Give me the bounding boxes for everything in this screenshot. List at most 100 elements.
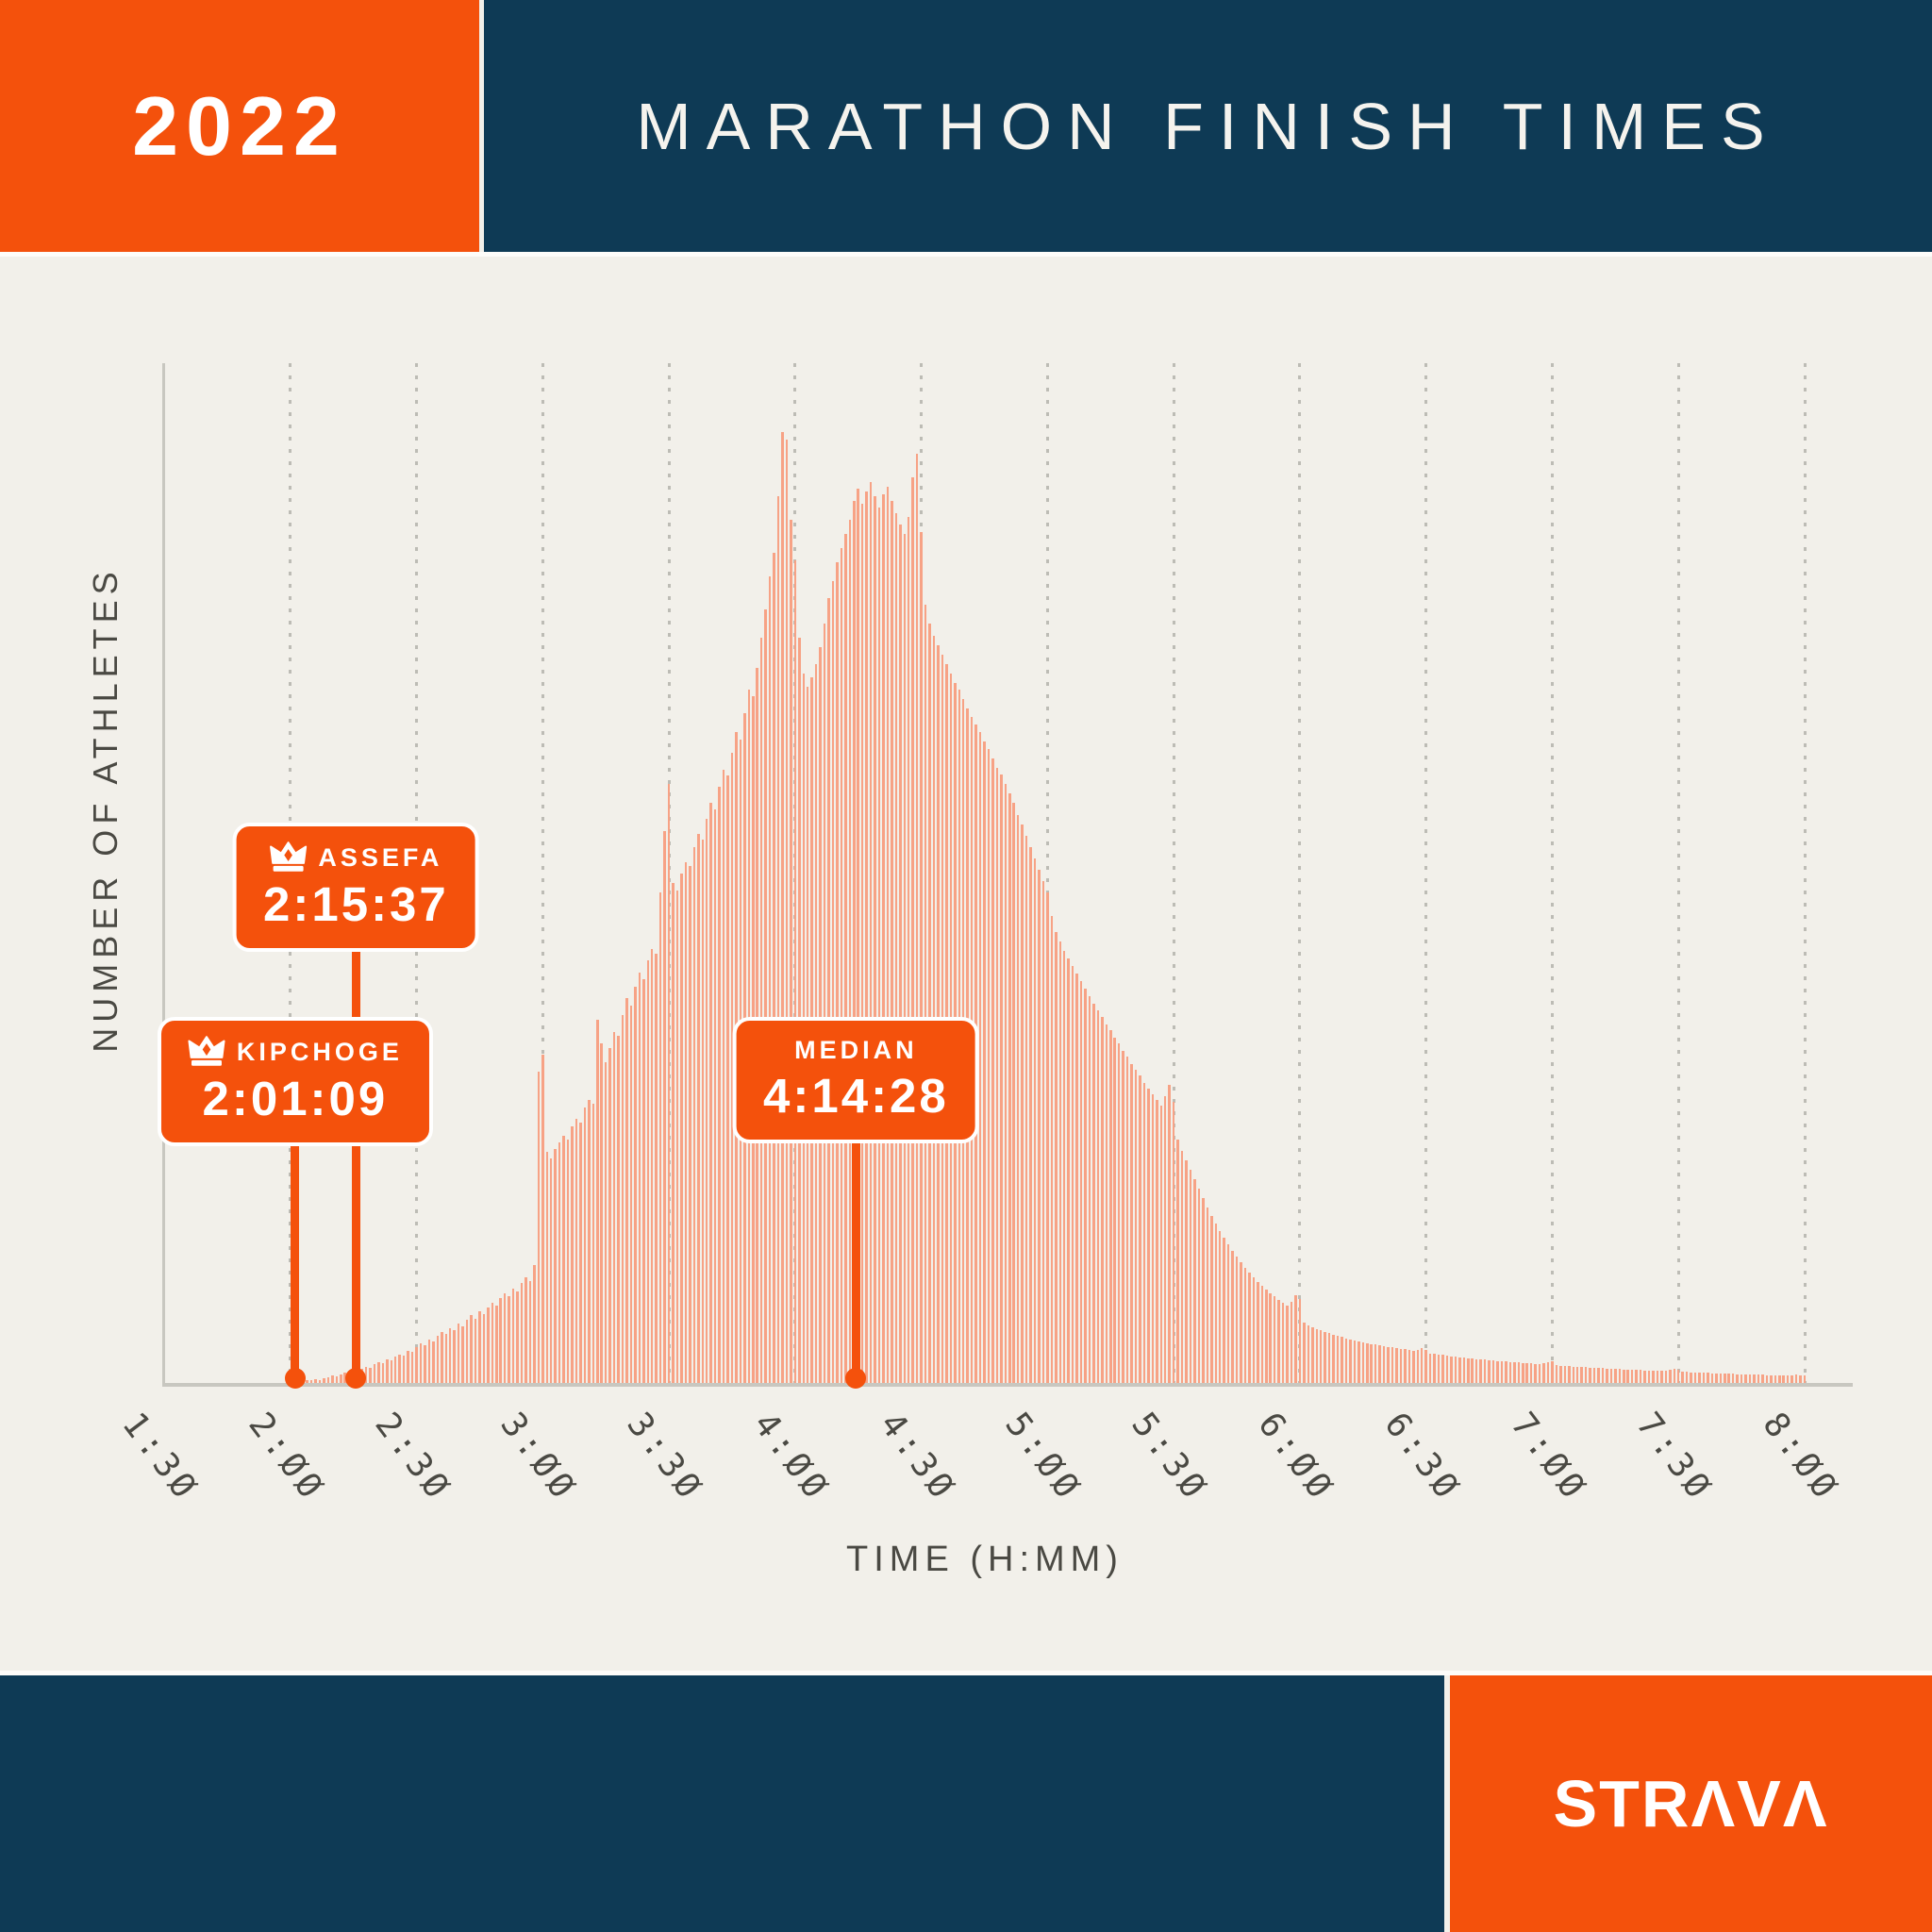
histogram-bar <box>692 847 696 1383</box>
histogram-bar <box>1260 1286 1264 1383</box>
histogram-bar <box>1062 951 1066 1383</box>
histogram-bar <box>541 1055 544 1383</box>
histogram-bar <box>1437 1355 1441 1383</box>
histogram-bar <box>1248 1273 1251 1383</box>
histogram-bar <box>911 477 914 1383</box>
histogram-bar <box>537 1072 541 1383</box>
histogram-bar <box>596 1020 599 1383</box>
histogram-bar <box>793 560 797 1383</box>
histogram-bar <box>309 1380 313 1383</box>
histogram-bar <box>1353 1341 1357 1383</box>
histogram-bar <box>432 1341 435 1383</box>
histogram-bar <box>1592 1368 1596 1383</box>
histogram-bar <box>722 770 725 1383</box>
histogram-bar <box>1130 1064 1133 1383</box>
histogram-bar <box>1563 1366 1567 1383</box>
histogram-bar <box>629 1006 633 1383</box>
x-tick-label: 4:ØØ <box>745 1406 838 1509</box>
histogram-bar <box>306 1380 308 1383</box>
histogram-bar <box>1601 1368 1605 1383</box>
histogram-bar <box>1252 1277 1256 1383</box>
histogram-bar <box>1109 1030 1112 1383</box>
histogram-bar <box>1391 1347 1394 1383</box>
histogram-bar <box>487 1307 490 1383</box>
histogram-bar <box>1147 1089 1150 1383</box>
histogram-bar <box>776 496 780 1383</box>
histogram-bar <box>768 576 772 1383</box>
histogram-bar <box>1378 1345 1381 1383</box>
x-tick-label: 5:ØØ <box>997 1406 1090 1509</box>
histogram-bar <box>1724 1374 1726 1383</box>
histogram-bar <box>1269 1293 1272 1383</box>
histogram-bar <box>1774 1375 1777 1383</box>
histogram-bar <box>1016 815 1020 1383</box>
histogram-bar <box>1770 1375 1773 1383</box>
histogram-bar <box>520 1283 524 1383</box>
histogram-bar <box>436 1336 440 1383</box>
header-title-block: MARATHON FINISH TIMES <box>484 0 1932 252</box>
histogram-bar <box>1710 1374 1714 1383</box>
histogram-bar <box>684 862 688 1383</box>
histogram-bar <box>1450 1357 1453 1383</box>
histogram-bar <box>410 1352 414 1383</box>
x-tick-label: 2:ØØ <box>241 1406 333 1509</box>
histogram-bar <box>759 638 763 1383</box>
histogram-bar <box>331 1375 334 1383</box>
histogram-bar <box>1235 1257 1239 1383</box>
x-tick-label: 2:3Ø <box>366 1406 458 1509</box>
histogram-bar <box>491 1303 494 1383</box>
histogram-bar <box>1575 1367 1579 1383</box>
histogram-bar <box>726 775 729 1383</box>
histogram-bar <box>672 883 675 1383</box>
histogram-bar <box>511 1289 515 1383</box>
histogram-bar <box>525 1277 527 1383</box>
histogram-bar <box>1139 1075 1141 1383</box>
histogram-bar <box>1218 1231 1222 1383</box>
histogram-bar <box>424 1345 426 1383</box>
histogram-bar <box>932 636 936 1383</box>
histogram-bar <box>1505 1361 1507 1383</box>
histogram-bar <box>1041 881 1045 1383</box>
histogram-bar <box>1580 1367 1583 1383</box>
histogram-bar <box>335 1376 339 1383</box>
histogram-bar <box>373 1364 376 1383</box>
histogram-bar <box>1370 1344 1373 1383</box>
histogram-bar <box>987 749 991 1383</box>
footer-bar <box>0 1675 1444 1932</box>
histogram-bar <box>1496 1361 1499 1383</box>
histogram-bar <box>1761 1374 1764 1383</box>
histogram-bar <box>1134 1070 1138 1383</box>
histogram-bar <box>1630 1370 1634 1383</box>
histogram-bar <box>407 1351 409 1383</box>
histogram-bar <box>415 1347 418 1383</box>
histogram-bar <box>697 834 700 1383</box>
header-year-block: 2022 <box>0 0 479 252</box>
histogram-bar <box>566 1140 570 1383</box>
histogram-bar <box>1500 1361 1504 1383</box>
histogram-bar <box>419 1343 423 1383</box>
marker-label-row: MEDIAN <box>763 1036 949 1065</box>
histogram-bar <box>1404 1349 1407 1383</box>
histogram-bar <box>1757 1374 1760 1383</box>
histogram-bar <box>1210 1216 1213 1383</box>
histogram-bar <box>1021 824 1024 1383</box>
histogram-bar <box>642 979 645 1383</box>
histogram-bar <box>1286 1306 1289 1383</box>
x-axis-title: TIME (H:MM) <box>846 1540 1124 1579</box>
gridline <box>1803 363 1807 1383</box>
histogram-bar <box>1660 1371 1663 1383</box>
x-tick-label: 1:3Ø <box>114 1406 207 1509</box>
histogram-bar <box>549 1158 553 1383</box>
histogram-bar <box>1643 1371 1646 1383</box>
histogram-bar <box>1298 1299 1302 1383</box>
gridline <box>541 363 544 1383</box>
histogram-bar <box>882 494 885 1383</box>
histogram-bar <box>1243 1268 1247 1383</box>
histogram-bar <box>874 496 876 1383</box>
x-tick-label: 6:3Ø <box>1375 1406 1468 1509</box>
histogram-bar <box>1483 1359 1487 1383</box>
histogram-bar <box>1105 1024 1108 1383</box>
x-tick-label: 3:ØØ <box>492 1406 585 1509</box>
histogram-bar <box>393 1357 397 1383</box>
histogram-bar <box>1273 1296 1276 1383</box>
